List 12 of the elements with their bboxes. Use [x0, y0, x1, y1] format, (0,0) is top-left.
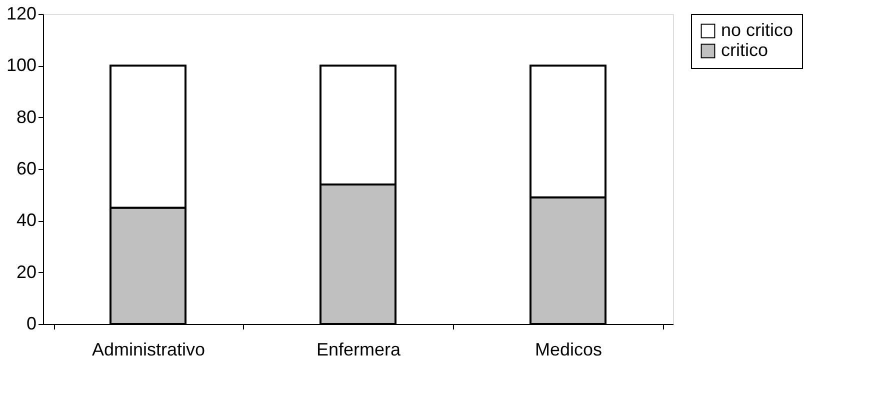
y-tick-label: 40 — [16, 210, 36, 230]
x-tick-label: Medicos — [534, 340, 602, 360]
y-tick-label: 60 — [16, 158, 36, 178]
y-tick-label: 0 — [26, 314, 36, 334]
x-tick-label: Enfermera — [316, 340, 402, 360]
y-tick-label: 100 — [6, 55, 36, 76]
legend-label: critico — [721, 40, 768, 60]
y-tick-label: 20 — [16, 262, 36, 282]
x-tick-label: Administrativo — [92, 340, 206, 360]
y-tick-label: 120 — [6, 4, 36, 24]
y-tick-label: 80 — [16, 106, 36, 127]
legend-label: no critico — [721, 20, 794, 40]
